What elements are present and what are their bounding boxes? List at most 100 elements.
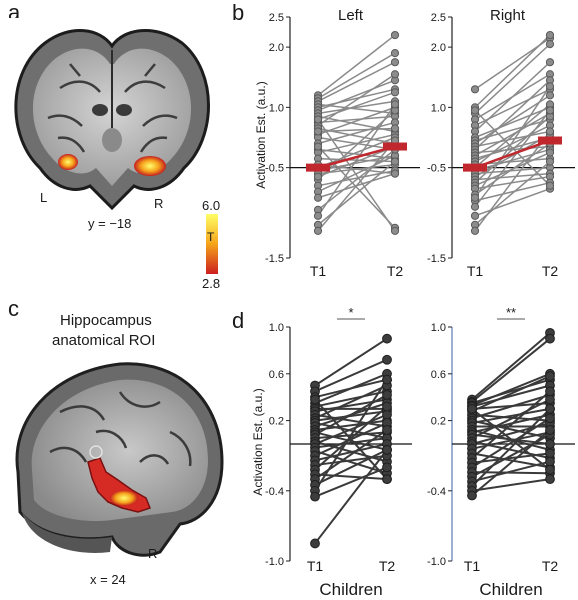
sagittal-right-label: R bbox=[148, 546, 158, 561]
point-t2 bbox=[545, 181, 555, 190]
x-category-label: T2 bbox=[542, 558, 559, 574]
subject-line bbox=[317, 79, 396, 112]
subject-line bbox=[314, 454, 388, 467]
subject-line bbox=[317, 100, 396, 115]
point-t2 bbox=[390, 30, 400, 40]
point-t1 bbox=[470, 193, 480, 202]
subject-line bbox=[471, 337, 551, 403]
point-t2 bbox=[545, 58, 555, 67]
significance-marker: * bbox=[348, 305, 353, 320]
point-t2 bbox=[545, 333, 555, 344]
subject-line bbox=[317, 148, 396, 211]
x-category-label: T2 bbox=[387, 263, 404, 279]
x-axis-label: Children bbox=[319, 580, 382, 599]
subject-line bbox=[474, 109, 551, 208]
y-tick-label: 0.6 bbox=[431, 369, 446, 381]
subject-line bbox=[317, 88, 396, 109]
subject-line bbox=[314, 466, 388, 498]
subject-line bbox=[474, 142, 551, 196]
subject-line bbox=[474, 188, 551, 217]
subject-line bbox=[471, 429, 551, 497]
point-t1 bbox=[467, 404, 477, 414]
subject-line bbox=[317, 106, 396, 136]
y-tick-label: -0.5 bbox=[427, 163, 446, 175]
subject-line bbox=[471, 408, 551, 471]
subject-line bbox=[314, 358, 388, 393]
subject-line bbox=[317, 169, 396, 187]
point-t2 bbox=[390, 169, 400, 178]
subject-line bbox=[474, 106, 551, 139]
point-t1 bbox=[313, 193, 323, 202]
subject-line bbox=[474, 112, 551, 157]
point-t2 bbox=[382, 333, 392, 344]
subject-line bbox=[314, 393, 388, 436]
y-tick-label: 2.5 bbox=[269, 12, 284, 24]
subject-line bbox=[314, 437, 388, 449]
subject-line bbox=[474, 181, 551, 202]
subject-line bbox=[474, 166, 551, 175]
subject-line bbox=[471, 332, 551, 401]
subject-line bbox=[317, 161, 396, 226]
point-t1 bbox=[467, 490, 477, 501]
point-t2 bbox=[382, 374, 392, 385]
subject-line bbox=[314, 473, 388, 481]
colorbar-max-label: 6.0 bbox=[202, 198, 221, 213]
point-t2 bbox=[382, 354, 392, 365]
subject-line bbox=[314, 398, 388, 480]
mean-line bbox=[317, 145, 396, 169]
point-t1 bbox=[310, 394, 320, 405]
point-t2 bbox=[390, 100, 400, 109]
point-t1 bbox=[313, 226, 323, 235]
subject-line bbox=[471, 398, 551, 440]
roi-title-line2: anatomical ROI bbox=[52, 332, 156, 349]
y-tick-label: -0.5 bbox=[265, 163, 284, 175]
subject-line bbox=[471, 372, 551, 407]
subject-line bbox=[471, 384, 551, 408]
point-t2 bbox=[390, 124, 400, 133]
point-t2 bbox=[390, 70, 400, 79]
point-t2 bbox=[545, 413, 555, 424]
point-t2 bbox=[390, 226, 400, 235]
point-t2 bbox=[382, 474, 392, 485]
subject-line bbox=[314, 450, 388, 475]
y-axis-label: Activation Est. (a.u.) bbox=[254, 81, 268, 188]
subject-line bbox=[474, 148, 551, 172]
point-t1 bbox=[313, 142, 323, 151]
point-t2 bbox=[545, 157, 555, 166]
subject-line bbox=[317, 133, 396, 154]
point-t2 bbox=[545, 371, 555, 382]
point-t1 bbox=[470, 202, 480, 211]
point-t1 bbox=[470, 226, 480, 235]
y-tick-label: -0.4 bbox=[427, 486, 446, 498]
subject-line bbox=[471, 452, 551, 464]
subject-line bbox=[314, 448, 388, 486]
point-t1 bbox=[470, 106, 480, 115]
point-t2 bbox=[382, 409, 392, 420]
panel-letter-c: c bbox=[8, 296, 19, 321]
brain-right-label: R bbox=[154, 196, 164, 211]
point-t1 bbox=[313, 115, 323, 124]
roi-title-line1: Hippocampus bbox=[60, 312, 152, 329]
point-t2 bbox=[545, 91, 555, 100]
x-category-label: T2 bbox=[542, 263, 559, 279]
y-tick-label: 2.0 bbox=[269, 42, 284, 54]
subject-line bbox=[474, 131, 551, 232]
subject-line bbox=[317, 136, 396, 169]
subject-line bbox=[314, 421, 388, 440]
x-category-label: T1 bbox=[467, 263, 484, 279]
chart-title: Left bbox=[338, 7, 364, 24]
mean-line bbox=[474, 139, 551, 169]
point-t1 bbox=[470, 85, 480, 94]
subject-line bbox=[474, 124, 551, 163]
mean-bar-t1 bbox=[306, 163, 330, 172]
subject-line bbox=[471, 408, 551, 487]
point-t2 bbox=[545, 127, 555, 136]
point-t2 bbox=[545, 439, 555, 449]
subject-line bbox=[317, 115, 396, 124]
mean-bar-t2 bbox=[538, 136, 562, 145]
point-t2 bbox=[545, 40, 555, 49]
x-category-label: T2 bbox=[379, 558, 396, 574]
subject-line bbox=[317, 145, 396, 178]
point-t2 bbox=[545, 82, 555, 91]
